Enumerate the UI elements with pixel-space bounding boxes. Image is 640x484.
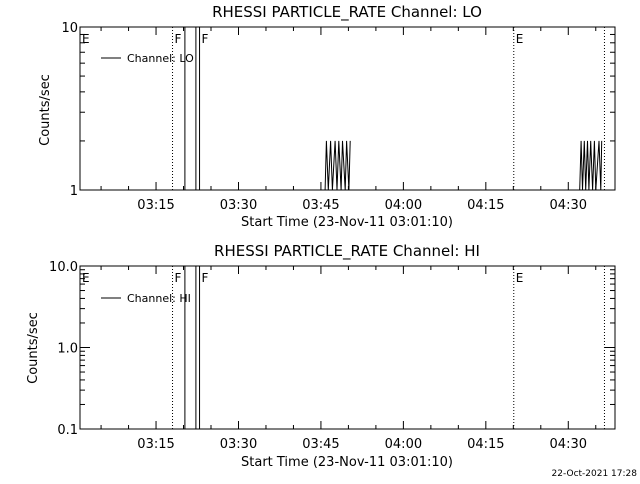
y-tick-label: 10.0: [49, 260, 78, 275]
y-tick-label: 0.1: [57, 423, 78, 438]
x-tick-label: 03:30: [220, 198, 257, 213]
x-tick-label: 03:30: [220, 437, 257, 452]
plot-frame: [79, 265, 616, 430]
lo-channel-panel: RHESSI PARTICLE_RATE Channel: LO Counts/…: [38, 3, 616, 230]
event-marker-label: E: [516, 32, 524, 46]
y-tick-label: 10: [61, 21, 78, 36]
event-marker-label: E: [82, 271, 90, 285]
x-tick-label: 04:15: [467, 437, 504, 452]
x-tick-label: 04:00: [385, 198, 422, 213]
series-line: [184, 265, 197, 429]
legend-label: Channel: HI: [127, 292, 191, 305]
y-axis-label: Counts/sec: [26, 312, 41, 384]
x-tick-label: 03:45: [302, 198, 339, 213]
event-marker-label: E: [516, 271, 524, 285]
event-marker-label: F: [202, 32, 209, 46]
x-tick-label: 03:15: [137, 437, 174, 452]
event-marker-label: F: [175, 271, 182, 285]
y-tick-label: 1.0: [57, 342, 78, 357]
chart-title: RHESSI PARTICLE_RATE Channel: HI: [214, 242, 480, 261]
x-axis-label: Start Time (23-Nov-11 03:01:10): [241, 215, 453, 230]
y-tick-label: 1: [70, 184, 78, 199]
footer-timestamp: 22-Oct-2021 17:28: [552, 469, 638, 479]
y-axis-label: Counts/sec: [38, 74, 53, 146]
legend-label: Channel: LO: [127, 52, 194, 65]
x-tick-label: 04:30: [550, 437, 587, 452]
series-line: [579, 140, 603, 191]
event-marker-label: E: [82, 32, 90, 46]
hi-channel-panel: RHESSI PARTICLE_RATE Channel: HI Counts/…: [26, 242, 616, 470]
x-tick-label: 04:00: [385, 437, 422, 452]
x-tick-label: 03:45: [302, 437, 339, 452]
series-line: [184, 26, 197, 190]
x-tick-label: 04:30: [550, 198, 587, 213]
event-marker-label: F: [175, 32, 182, 46]
x-tick-label: 03:15: [137, 198, 174, 213]
chart-title: RHESSI PARTICLE_RATE Channel: LO: [212, 3, 482, 22]
series-line: [324, 140, 351, 191]
x-tick-label: 04:15: [467, 198, 504, 213]
event-marker-label: F: [202, 271, 209, 285]
x-axis-label: Start Time (23-Nov-11 03:01:10): [241, 455, 453, 470]
